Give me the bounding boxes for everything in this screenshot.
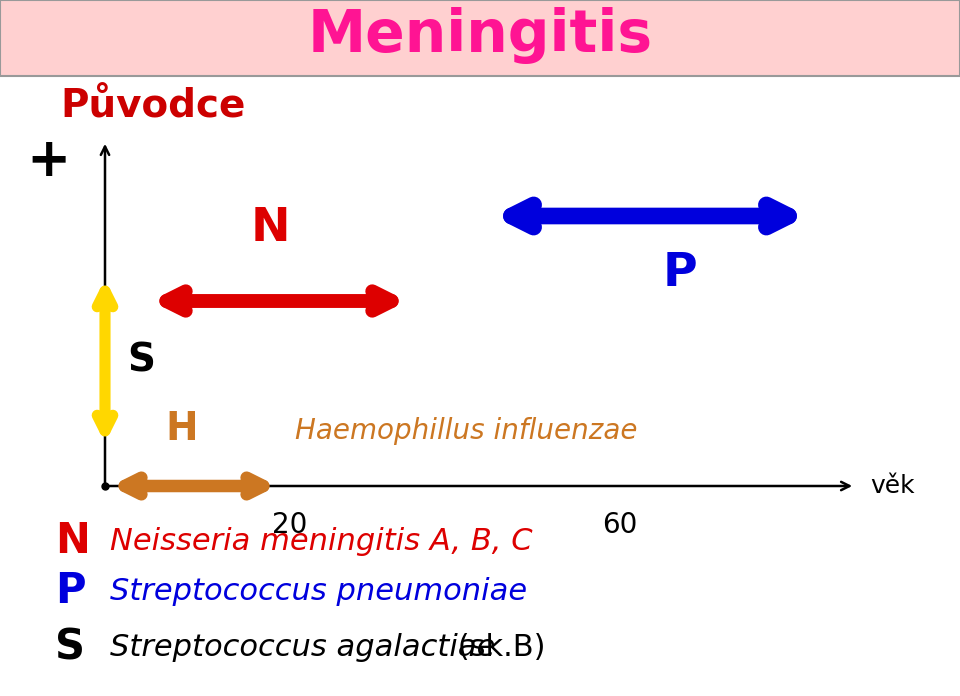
Text: Streptococcus agalactiae: Streptococcus agalactiae	[110, 633, 495, 663]
Text: věk: věk	[870, 474, 915, 498]
Text: Neisseria meningitis A, B, C: Neisseria meningitis A, B, C	[110, 526, 533, 555]
Text: P: P	[55, 570, 85, 612]
Text: 20: 20	[273, 511, 308, 539]
Text: Streptococcus pneumoniae: Streptococcus pneumoniae	[110, 576, 527, 606]
Text: H: H	[165, 410, 198, 448]
Text: S: S	[127, 342, 155, 380]
Text: Původce: Původce	[60, 87, 246, 125]
Text: Meningitis: Meningitis	[307, 8, 653, 65]
Text: Haemophillus influenzae: Haemophillus influenzae	[295, 417, 637, 445]
Bar	[0, 0, 960, 76]
Text: +: +	[26, 135, 70, 187]
Text: (sk.B): (sk.B)	[448, 633, 545, 663]
Text: S: S	[55, 627, 85, 669]
Text: N: N	[251, 206, 290, 251]
Text: 60: 60	[602, 511, 637, 539]
Text: N: N	[55, 520, 90, 562]
Text: P: P	[662, 251, 697, 296]
